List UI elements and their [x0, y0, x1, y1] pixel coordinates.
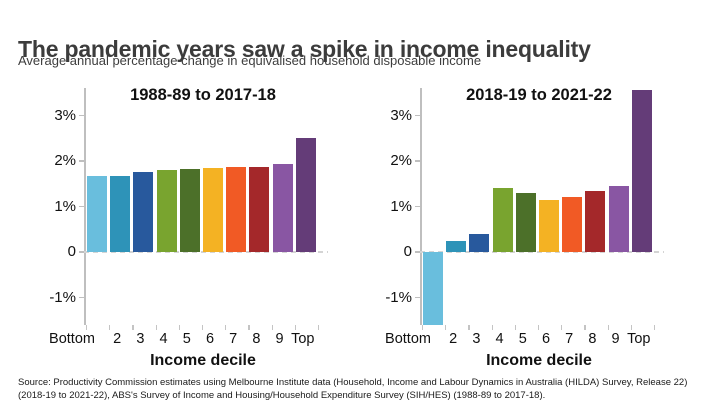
page-title: The pandemic years saw a spike in income…	[18, 36, 591, 63]
x-category-label: Top	[291, 331, 315, 347]
x-axis-tick	[178, 325, 181, 330]
bar-decile-2	[110, 175, 131, 252]
bar-decile-9	[608, 186, 629, 252]
y-axis-line	[420, 88, 422, 325]
x-category-label: 9	[611, 331, 620, 347]
bar-decile-4	[492, 188, 513, 252]
y-axis-tick	[415, 160, 420, 162]
x-category-label: 7	[229, 331, 238, 347]
x-axis-tick	[561, 325, 563, 330]
y-tick-label: 0	[67, 243, 76, 260]
bar-decile-6	[203, 168, 223, 252]
x-category-label: 3	[472, 331, 481, 347]
x-category-label: 6	[541, 331, 551, 347]
x-axis-tick	[132, 325, 134, 330]
source-line-2: (2018-19 to 2021-22), ABS's Survey of In…	[18, 389, 546, 401]
y-tick-label: 3%	[390, 106, 412, 124]
x-category-label: 4	[495, 331, 504, 347]
bar-decile-3	[133, 171, 154, 252]
x-axis-tick	[86, 325, 88, 330]
x-axis-tick	[109, 325, 111, 330]
bar-decile-5	[515, 192, 536, 252]
bar-decile-top	[295, 138, 316, 252]
bar-decile-8	[585, 190, 606, 252]
x-category-label: 8	[588, 331, 597, 347]
bar-decile-bottom	[87, 175, 107, 252]
bar-decile-2	[446, 241, 467, 252]
x-category-label: 6	[205, 331, 215, 347]
y-tick-label: 1%	[54, 197, 76, 215]
y-axis-tick	[415, 296, 420, 299]
bar-decile-7	[562, 197, 583, 252]
x-axis-tick	[607, 325, 609, 330]
x-axis-tick	[294, 325, 297, 330]
x-category-label: 7	[565, 331, 574, 347]
x-axis-tick	[491, 325, 493, 330]
x-axis-tick	[155, 325, 157, 330]
x-category-label: 2	[449, 331, 458, 347]
chart-1988-89-to-2017-18: 1988-89 to 2017-18 Income decile 3% 2% 1% 0…	[28, 85, 358, 385]
y-tick-label: 0	[403, 243, 412, 260]
x-axis-tick	[630, 325, 633, 330]
y-axis-tick	[79, 296, 84, 299]
x-axis-tick	[422, 325, 424, 330]
x-category-label: Top	[627, 331, 651, 347]
y-axis-line	[84, 88, 86, 325]
x-axis-tick	[445, 325, 447, 330]
bar-decile-5	[179, 169, 200, 252]
bar-decile-9	[272, 163, 293, 252]
x-category-label: 3	[136, 331, 145, 347]
x-category-label: Bottom	[49, 331, 95, 347]
x-category-label: Bottom	[385, 331, 431, 347]
y-axis-tick	[415, 114, 420, 117]
y-axis-tick	[79, 205, 84, 208]
y-tick-label: 2%	[54, 152, 76, 169]
x-category-label: 5	[182, 331, 191, 347]
x-axis-tick	[225, 325, 227, 330]
x-axis-title-right: Income decile	[486, 352, 592, 369]
bar-decile-bottom	[423, 252, 443, 325]
x-axis-tick	[654, 325, 656, 330]
chart-2018-19-to-2021-22: 2018-19 to 2021-22 Income decile 3% 2% 1% 0…	[364, 85, 694, 385]
source-note: Source: Productivity Commission estimate…	[18, 377, 708, 402]
y-tick-label: -1%	[385, 288, 412, 306]
x-axis-tick	[271, 325, 273, 330]
bar-decile-3	[469, 233, 490, 252]
chart-title-right: 2018-19 to 2021-22	[466, 86, 612, 104]
x-axis-tick	[318, 325, 320, 330]
x-axis-tick	[248, 325, 250, 330]
bar-decile-8	[249, 167, 270, 252]
y-axis-tick	[79, 114, 84, 117]
x-category-label: 4	[159, 331, 168, 347]
y-axis-tick	[415, 205, 420, 208]
y-tick-label: -1%	[49, 288, 76, 306]
x-axis-tick	[468, 325, 470, 330]
chart-title-left: 1988-89 to 2017-18	[130, 86, 276, 104]
x-axis-tick	[538, 325, 540, 330]
x-category-label: 8	[252, 331, 261, 347]
bar-decile-top	[631, 90, 652, 252]
x-axis-tick	[514, 325, 517, 330]
y-tick-label: 3%	[54, 106, 76, 124]
x-category-label: 2	[113, 331, 122, 347]
x-axis-tick	[202, 325, 204, 330]
bar-decile-4	[156, 170, 177, 252]
y-tick-label: 2%	[390, 152, 412, 169]
bar-decile-7	[226, 167, 247, 252]
y-axis-tick	[79, 251, 84, 253]
x-category-label: 5	[518, 331, 527, 347]
source-line-1: Source: Productivity Commission estimate…	[18, 377, 688, 388]
x-axis-title-left: Income decile	[150, 352, 256, 369]
y-axis-tick	[79, 160, 84, 162]
page-subtitle: Average annual percentage change in equi…	[18, 53, 482, 68]
y-axis-tick	[415, 251, 420, 253]
bar-decile-6	[539, 199, 559, 252]
y-tick-label: 1%	[390, 197, 412, 215]
x-category-label: 9	[275, 331, 284, 347]
x-axis-tick	[584, 325, 586, 330]
